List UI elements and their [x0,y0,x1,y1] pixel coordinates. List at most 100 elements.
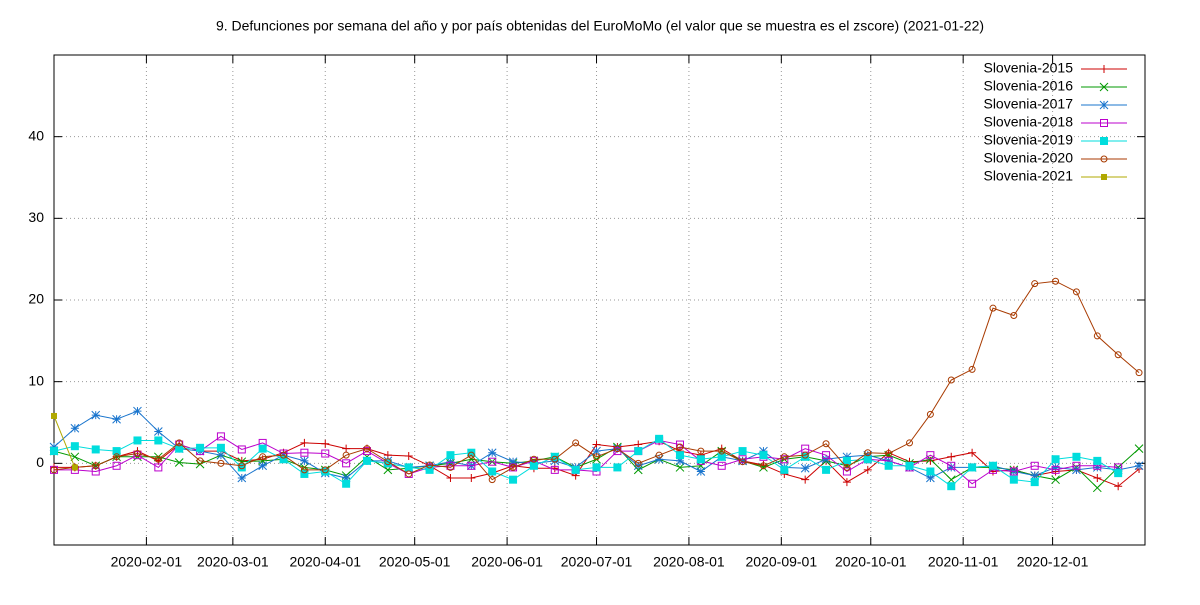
marker [530,455,538,463]
marker [717,461,726,470]
marker [321,467,330,476]
marker [551,455,559,463]
marker [342,459,351,468]
marker [633,461,643,471]
marker [154,436,163,445]
marker [717,452,726,461]
marker [488,476,496,484]
series [50,434,1123,491]
marker [926,473,935,483]
marker [92,462,100,470]
marker [133,451,142,460]
marker [1010,312,1018,320]
marker [843,463,851,471]
marker [801,475,810,484]
series-line [53,415,76,468]
marker [50,466,58,474]
marker [780,453,788,461]
marker [571,465,580,474]
marker [237,473,247,483]
marker [1030,461,1039,470]
marker [759,462,767,470]
legend-label: Slovenia-2018 [983,114,1073,130]
marker [342,479,351,488]
marker [572,439,580,447]
marker [1072,288,1080,296]
marker [446,451,455,460]
marker [926,451,935,460]
marker [738,456,747,466]
marker [633,465,643,475]
marker [696,467,706,476]
marker [988,461,997,470]
marker [133,436,142,445]
marker [113,453,121,461]
x-tick-label: 2020-12-01 [1017,554,1089,570]
marker [70,452,80,462]
marker [1009,467,1018,476]
marker [1114,351,1122,359]
marker [425,461,434,471]
series-line [54,435,1119,485]
series-line [53,280,1140,481]
marker [446,474,455,483]
legend-marker [1101,174,1107,180]
marker [70,423,80,433]
x-tick-label: 2020-10-01 [835,554,907,570]
y-tick-label: 40 [28,127,44,143]
marker [321,449,330,458]
marker [739,458,747,466]
marker [863,465,872,474]
marker [341,473,351,483]
marker [550,456,560,466]
marker [112,414,121,424]
x-tick-label: 2020-08-01 [653,554,725,570]
marker [1052,277,1060,285]
marker [404,463,413,472]
marker [905,461,914,470]
legend-label: Slovenia-2015 [983,60,1073,76]
marker [238,462,246,470]
marker [946,463,956,472]
marker [1093,332,1101,340]
marker [926,410,934,418]
marker [759,451,768,460]
marker [112,447,121,456]
marker [174,458,184,467]
series-line [53,438,1119,487]
x-tick-label: 2020-03-01 [197,554,269,570]
marker [91,445,100,454]
marker [362,456,371,465]
marker [51,412,57,419]
marker [842,452,852,462]
marker [216,432,225,441]
marker [509,475,518,484]
marker [550,465,559,474]
marker [800,463,810,473]
marker [592,446,601,456]
marker [1009,475,1018,484]
legend-label: Slovenia-2021 [983,168,1073,184]
marker [1092,483,1102,493]
legend-marker [1100,137,1108,145]
marker [405,470,413,478]
marker [968,463,977,472]
marker [906,439,914,447]
marker [1134,444,1144,453]
marker [654,454,664,464]
marker [488,467,497,476]
series [50,277,1143,484]
marker [1030,471,1040,480]
marker [676,443,684,451]
marker [822,440,830,448]
marker [508,457,518,467]
marker [446,463,454,471]
marker [801,452,810,461]
marker [488,457,497,466]
marker [175,439,183,447]
marker [384,458,392,466]
marker [342,444,351,453]
marker [467,448,476,457]
y-tick-label: 20 [28,291,44,307]
